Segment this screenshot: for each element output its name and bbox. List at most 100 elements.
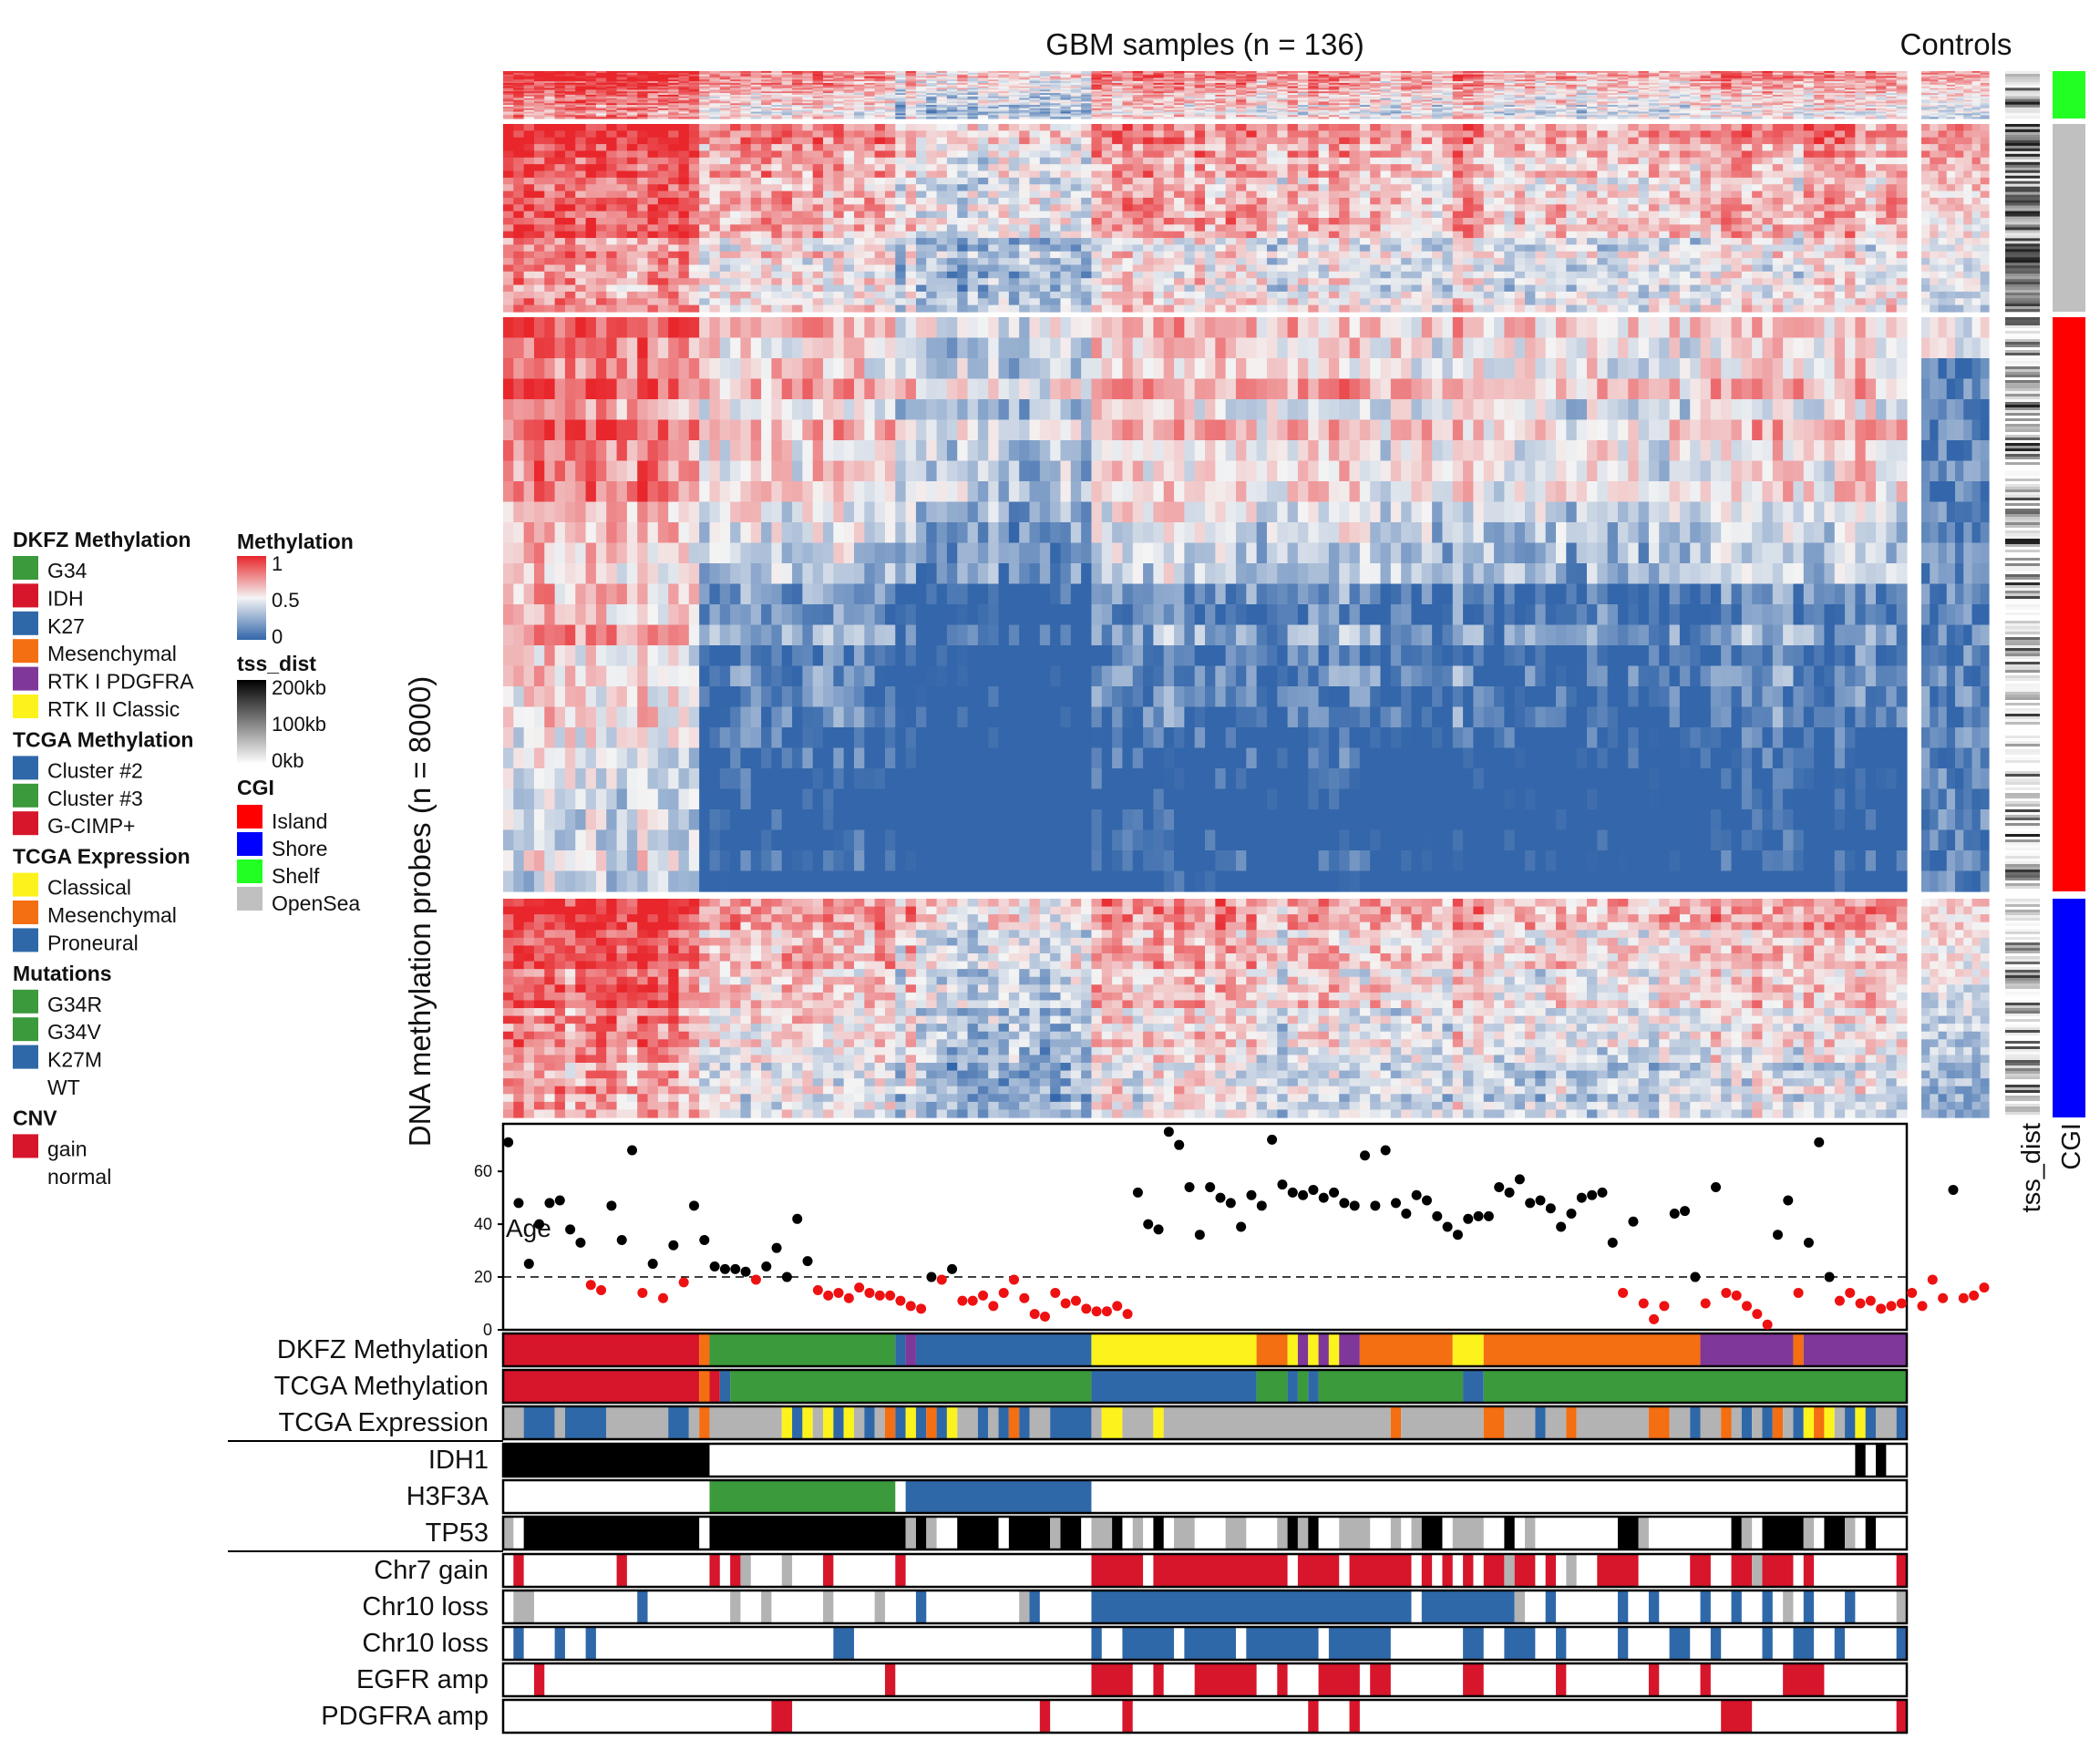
track-segment [1896,1554,1907,1587]
track-frame [501,1515,1909,1551]
age-point [750,1274,761,1285]
track-segment [988,1406,999,1439]
track-segment [1421,1517,1443,1549]
track-segment [1741,1406,1753,1439]
cgi-block-shelf [2053,71,2085,118]
track-segment [1328,1627,1391,1660]
legend-item-label: Proneural [47,931,139,954]
legend-swatch [13,1045,38,1069]
age-point [1163,1127,1174,1138]
track-segment [1721,1700,1753,1733]
track-segment [1050,1406,1092,1439]
track-segment [1803,1406,1815,1439]
age-point [1556,1221,1567,1232]
track-segment [503,1517,514,1549]
age-point [833,1287,844,1298]
track-segment [1349,1700,1360,1733]
age-point [1711,1182,1722,1193]
track-segment [823,1590,834,1623]
age-point [1153,1224,1164,1235]
track-segment [699,1406,710,1439]
age-point [1070,1295,1081,1306]
track-segment [1514,1554,1536,1587]
age-point [792,1213,803,1224]
track-segment [926,1517,937,1549]
age-point [1762,1319,1773,1330]
track-segment [616,1554,627,1587]
age-point [1050,1287,1061,1298]
tss-legend-title: tss_dist [237,652,316,675]
track-segment [1690,1406,1701,1439]
legend-swatch [13,666,38,691]
age-point [1081,1303,1092,1314]
track-segment [884,1406,896,1439]
track-segment [1039,1700,1051,1733]
track-segment [709,1480,896,1513]
age-point [616,1234,627,1245]
track-segment [1545,1406,1567,1439]
track-segment [1452,1333,1484,1366]
track-segment [1153,1663,1164,1696]
track-segment [833,1627,854,1660]
age-point [554,1195,565,1206]
age-point [1680,1206,1691,1217]
track-segment [1731,1517,1742,1549]
track-segment [823,1554,834,1587]
track-segment [1339,1517,1371,1549]
track-frame [501,1368,1909,1405]
track-segment [564,1406,607,1439]
track-label: Chr10 loss [362,1629,489,1658]
track-segment [1762,1627,1773,1660]
age-point [730,1263,741,1274]
age-point [1876,1303,1887,1314]
track-segment [1008,1517,1051,1549]
track-segment [533,1663,545,1696]
track-segment [957,1406,978,1439]
track-tcga-expression: TCGA Expression [279,1405,1909,1441]
methylation-tick-0-5: 0.5 [272,589,300,612]
track-label: Chr7 gain [374,1556,489,1585]
track-segment [1225,1517,1247,1549]
track-segment [1535,1406,1546,1439]
age-point [1421,1195,1432,1206]
age-point [1122,1309,1133,1320]
track-frame [501,1442,1909,1478]
track-segment [1318,1333,1329,1366]
age-point [1927,1274,1938,1285]
track-segment [1617,1590,1629,1623]
age-point [936,1274,947,1285]
age-point [1865,1295,1876,1306]
track-segment [1731,1554,1753,1587]
legend-item-label: RTK I PDGFRA [47,670,194,694]
track-segment [1865,1406,1877,1439]
legend-item-label: Classical [47,876,131,900]
track-idh1: IDH1 [428,1442,1909,1478]
track-segment [761,1590,772,1623]
age-point [1907,1287,1918,1298]
age-point [1917,1301,1928,1312]
track-segment [1762,1517,1804,1549]
age-point [1401,1209,1412,1220]
age-point [812,1285,823,1296]
track-segment [1308,1517,1319,1549]
methylation-tick-1: 1 [272,552,283,575]
cgi-legend-title: CGI [237,776,274,799]
age-point [1009,1274,1020,1285]
age-point [688,1200,699,1211]
methylation-tick-0: 0 [272,625,283,648]
track-segment [1648,1663,1660,1696]
legend-item-label: normal [47,1165,111,1189]
cgi-legend-shelf-swatch [237,860,262,883]
tss-colorbar [237,680,266,764]
legend-item-label: G-CIMP+ [47,814,135,838]
age-point [1566,1209,1577,1220]
track-segment [905,1480,1092,1513]
track-segment [1174,1517,1195,1549]
track-label: TP53 [426,1518,489,1548]
track-segment [1091,1370,1257,1403]
track-segment [554,1627,565,1660]
age-point [1143,1219,1154,1230]
age-point [668,1240,679,1251]
age-point [1101,1306,1112,1317]
track-frame [501,1405,1909,1441]
